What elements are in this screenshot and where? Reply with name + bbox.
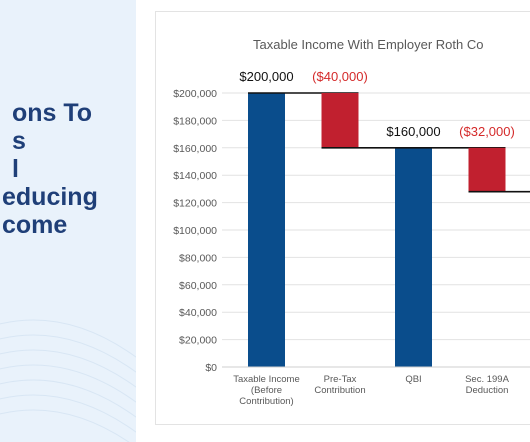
- y-tick-label: $160,000: [173, 143, 217, 155]
- data-labels: $200,000 ($40,000) $160,000 ($32,000): [239, 69, 514, 139]
- data-label: ($40,000): [312, 69, 368, 84]
- axes: $0 $20,000 $40,000 $60,000 $80,000 $100,000 $1…: [173, 88, 530, 407]
- chart-card: [155, 11, 530, 425]
- x-category-label: Deduction: [466, 385, 509, 396]
- article-headline: ons To s l educing come: [0, 99, 136, 239]
- y-tick-label: $200,000: [173, 88, 217, 100]
- y-tick-label: $120,000: [173, 198, 217, 210]
- y-tick-label: $80,000: [179, 252, 217, 264]
- data-label: $200,000: [239, 69, 293, 84]
- bar: [248, 93, 285, 367]
- bars: [248, 92, 530, 367]
- chart-title: Taxable Income With Employer Roth Co: [253, 37, 483, 52]
- data-label: ($32,000): [459, 124, 515, 139]
- y-tick-label: $180,000: [173, 115, 217, 127]
- decorative-wave-lines: [0, 319, 136, 442]
- y-tick-label: $0: [205, 362, 217, 374]
- x-category-label: Pre-Tax: [324, 374, 357, 385]
- x-category-label: Taxable Income: [233, 374, 300, 385]
- x-category-label: (Before: [251, 385, 282, 396]
- headline-line: l: [12, 155, 19, 183]
- y-tick-label: $60,000: [179, 280, 217, 292]
- headline-line: educing: [2, 183, 98, 211]
- x-category-label: QBI: [405, 374, 421, 385]
- y-tick-label: $140,000: [173, 170, 217, 182]
- article-side-panel: ons To s l educing come: [0, 0, 136, 442]
- data-label: $160,000: [386, 124, 440, 139]
- y-tick-label: $100,000: [173, 225, 217, 237]
- bar: [468, 147, 506, 192]
- y-tick-label: $20,000: [179, 335, 217, 347]
- x-category-label: Contribution): [239, 396, 293, 407]
- headline-line: s: [12, 127, 26, 155]
- bar: [321, 93, 359, 148]
- x-category-label: Contribution: [314, 385, 365, 396]
- headline-line: ons To: [12, 99, 93, 127]
- y-tick-label: $40,000: [179, 307, 217, 319]
- bar: [395, 147, 432, 367]
- x-category-label: Sec. 199A: [465, 374, 509, 385]
- headline-line: come: [2, 211, 68, 239]
